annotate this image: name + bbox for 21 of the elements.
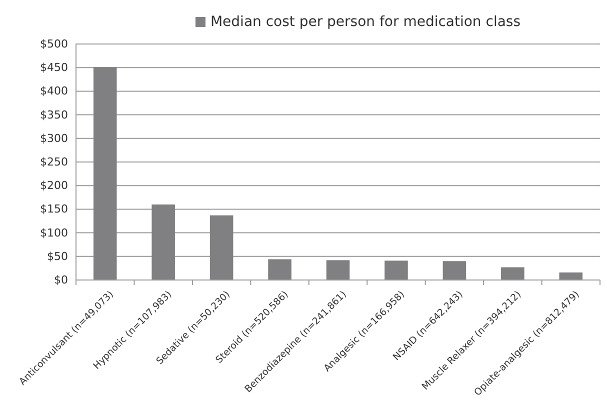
bar [268,259,292,280]
bar [442,261,466,280]
y-tick-label: $0 [54,274,68,287]
legend-label: Median cost per person for medication class [210,14,521,30]
y-tick-label: $200 [40,179,68,192]
y-tick-label: $250 [40,156,68,169]
y-tick-label: $400 [40,84,68,98]
y-tick-label: $150 [40,202,68,216]
bar [210,215,234,280]
y-tick-label: $350 [40,108,68,122]
bar [93,67,117,280]
bar [152,204,175,280]
y-tick-label: $300 [40,132,68,145]
bar [326,260,350,280]
y-tick-label: $500 [40,38,68,51]
bar [559,272,583,280]
y-tick-label: $50 [47,250,68,263]
y-tick-label: $100 [40,226,68,240]
bar [384,260,408,280]
y-tick-label: $450 [40,61,68,74]
bar [501,267,524,280]
